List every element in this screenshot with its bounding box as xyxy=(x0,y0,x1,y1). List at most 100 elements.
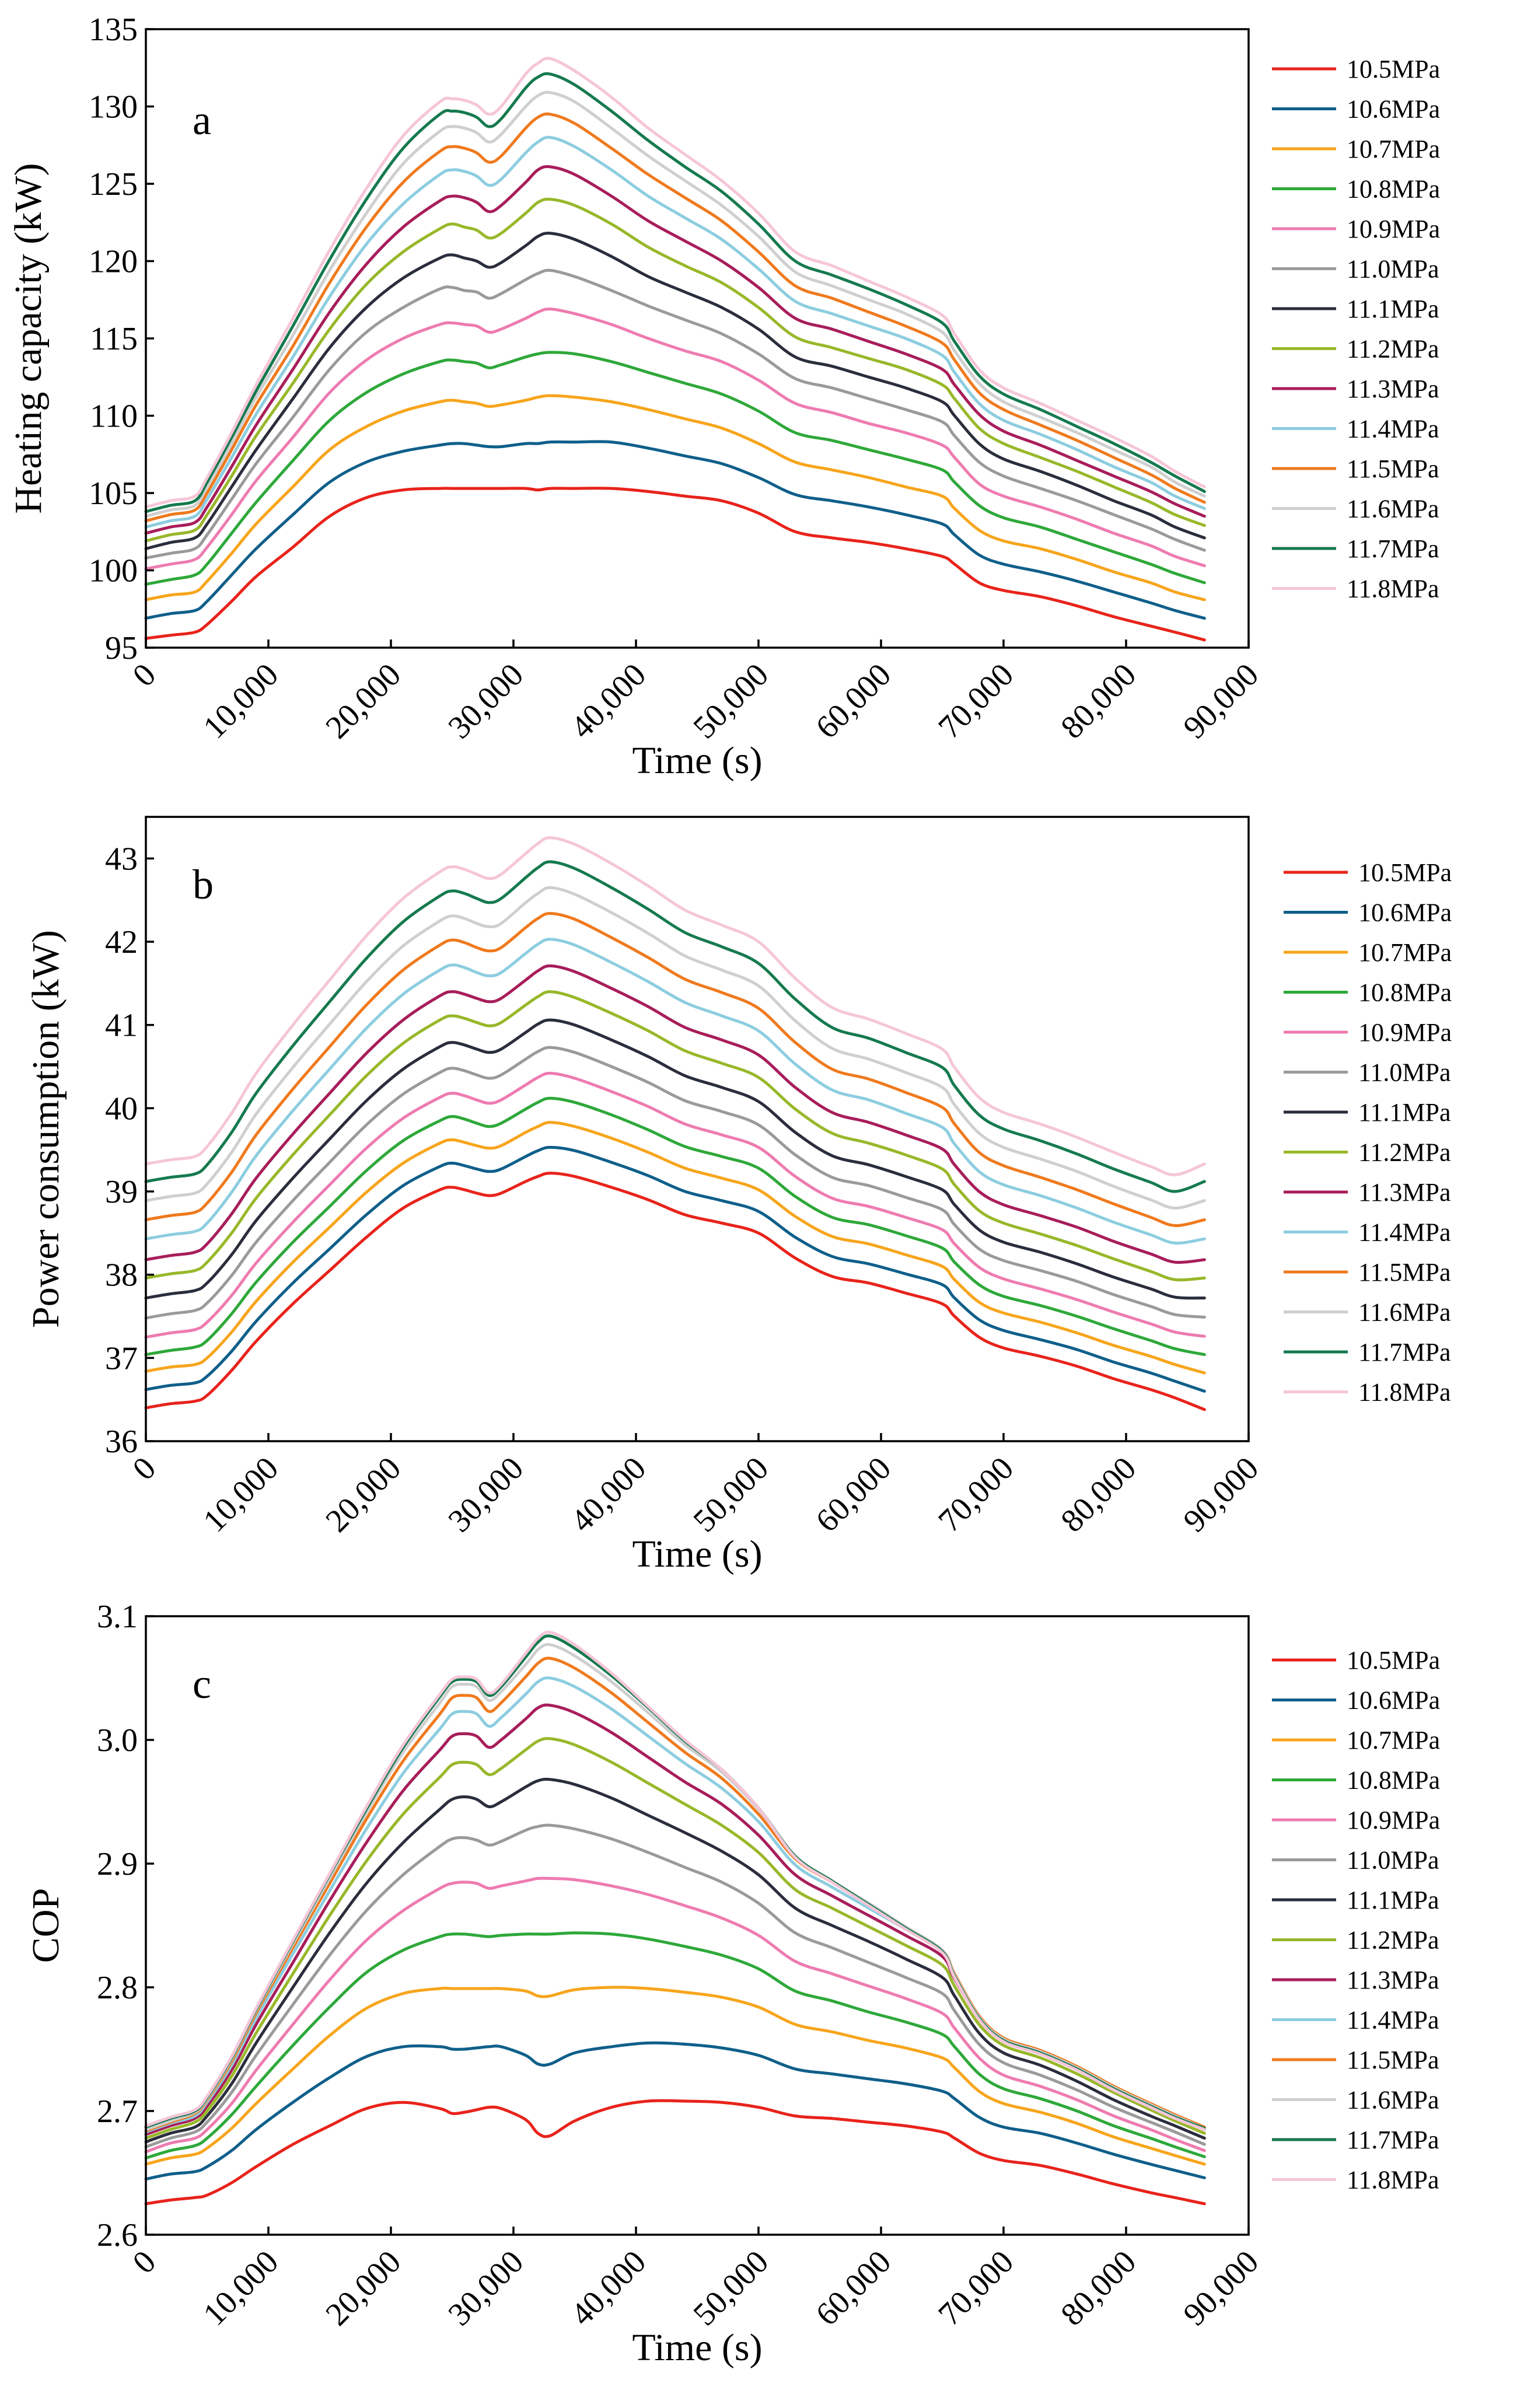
y-tick-label: 2.6 xyxy=(97,2217,138,2253)
x-tick-label: 10,000 xyxy=(196,656,285,746)
series-line-11.2MPa xyxy=(144,990,1206,1282)
x-axis-title: Time (s) xyxy=(632,739,762,782)
legend-label-10.6MPa: 10.6MPa xyxy=(1347,95,1440,124)
series-line-10.9MPa xyxy=(144,307,1206,571)
legend-label-11.3MPa: 11.3MPa xyxy=(1347,1966,1439,1994)
legend-label-11.7MPa: 11.7MPa xyxy=(1347,534,1439,563)
y-tick-label: 42 xyxy=(105,924,138,960)
series-line-11.8MPa xyxy=(144,836,1206,1177)
series-line-11.8MPa xyxy=(144,1630,1206,2131)
series-line-11.3MPa xyxy=(144,964,1206,1264)
x-tick-label: 80,000 xyxy=(1054,2243,1143,2333)
legend-label-11.5MPa: 11.5MPa xyxy=(1358,1258,1451,1287)
legend: 10.5MPa 10.6MPa 10.7MPa 10.8MPa 10.9MPa 11.0M… xyxy=(1284,858,1452,1407)
x-tick-label: 40,000 xyxy=(564,656,653,746)
series-line-11.2MPa xyxy=(144,1737,1206,2140)
legend-label-10.9MPa: 10.9MPa xyxy=(1347,215,1440,243)
x-tick-label: 40,000 xyxy=(564,2243,653,2333)
series-line-10.8MPa xyxy=(144,351,1206,586)
series-line-10.6MPa xyxy=(144,440,1206,620)
y-tick-label: 2.7 xyxy=(97,2094,138,2130)
legend-label-10.8MPa: 10.8MPa xyxy=(1347,1766,1440,1795)
x-tick-label: 70,000 xyxy=(931,2243,1020,2333)
y-tick-label: 130 xyxy=(89,89,138,125)
legend-label-10.8MPa: 10.8MPa xyxy=(1358,978,1452,1007)
y-tick-label: 2.8 xyxy=(97,1970,138,2006)
legend: 10.5MPa 10.6MPa 10.7MPa 10.8MPa 10.9MPa 11.0M… xyxy=(1272,1646,1440,2194)
series-line-11.0MPa xyxy=(144,1046,1206,1320)
x-tick-label: 30,000 xyxy=(441,1450,530,1539)
legend-label-11.3MPa: 11.3MPa xyxy=(1347,375,1439,403)
series-line-10.5MPa xyxy=(144,487,1206,642)
legend-label-11.6MPa: 11.6MPa xyxy=(1347,495,1439,523)
x-tick-label: 70,000 xyxy=(931,656,1020,746)
series-line-11.7MPa xyxy=(144,1634,1206,2130)
x-tick-label: 70,000 xyxy=(931,1450,1020,1539)
legend-label-11.3MPa: 11.3MPa xyxy=(1358,1178,1451,1207)
series-line-10.9MPa xyxy=(144,1071,1206,1339)
legend-label-11.8MPa: 11.8MPa xyxy=(1347,2166,1439,2194)
y-axis-title: Heating capacity (kW) xyxy=(7,163,50,513)
series-line-11.4MPa xyxy=(144,938,1206,1245)
legend-label-10.6MPa: 10.6MPa xyxy=(1358,899,1452,927)
y-tick-label: 135 xyxy=(89,12,138,48)
legend-label-10.7MPa: 10.7MPa xyxy=(1347,135,1440,163)
y-tick-label: 120 xyxy=(89,244,138,280)
series-line-11.1MPa xyxy=(144,1018,1206,1300)
y-tick-label: 100 xyxy=(89,553,138,589)
legend-label-10.5MPa: 10.5MPa xyxy=(1347,1646,1440,1675)
panel-letter: b xyxy=(193,861,214,908)
x-tick-label: 80,000 xyxy=(1054,656,1143,746)
x-tick-label: 10,000 xyxy=(196,1450,285,1539)
y-tick-label: 110 xyxy=(90,399,138,435)
y-tick-label: 36 xyxy=(105,1424,138,1460)
y-tick-label: 95 xyxy=(105,630,138,666)
legend-label-11.4MPa: 11.4MPa xyxy=(1358,1218,1451,1247)
series-line-10.8MPa xyxy=(144,1096,1206,1357)
x-tick-label: 60,000 xyxy=(809,2243,898,2333)
series-line-11.5MPa xyxy=(144,911,1206,1228)
legend-label-11.1MPa: 11.1MPa xyxy=(1347,1886,1439,1914)
legend-label-11.7MPa: 11.7MPa xyxy=(1358,1338,1451,1366)
x-tick-label: 20,000 xyxy=(319,2243,408,2333)
x-tick-label: 20,000 xyxy=(319,1450,408,1539)
legend-label-11.1MPa: 11.1MPa xyxy=(1358,1098,1451,1127)
y-tick-label: 3.1 xyxy=(97,1599,138,1635)
legend-label-10.6MPa: 10.6MPa xyxy=(1347,1686,1440,1715)
series-line-11.0MPa xyxy=(144,1823,1206,2148)
series-lines xyxy=(144,836,1206,1411)
x-tick-label: 40,000 xyxy=(564,1450,653,1539)
y-tick-label: 3.0 xyxy=(97,1722,138,1759)
legend-label-11.4MPa: 11.4MPa xyxy=(1347,2006,1439,2035)
series-line-11.3MPa xyxy=(144,165,1206,535)
x-tick-label: 90,000 xyxy=(1176,1450,1266,1539)
legend-label-10.7MPa: 10.7MPa xyxy=(1347,1726,1440,1755)
series-line-11.0MPa xyxy=(144,268,1206,560)
x-tick-label: 80,000 xyxy=(1054,1450,1143,1539)
legend-label-10.5MPa: 10.5MPa xyxy=(1358,858,1452,887)
series-lines xyxy=(144,57,1206,642)
legend: 10.5MPa 10.6MPa 10.7MPa 10.8MPa 10.9MPa 11.0M… xyxy=(1272,55,1440,603)
legend-label-11.0MPa: 11.0MPa xyxy=(1347,1846,1439,1875)
x-tick-label: 90,000 xyxy=(1176,656,1266,746)
legend-label-11.8MPa: 11.8MPa xyxy=(1347,575,1439,603)
series-line-10.5MPa xyxy=(144,1172,1206,1411)
series-line-11.6MPa xyxy=(144,886,1206,1210)
legend-label-11.4MPa: 11.4MPa xyxy=(1347,415,1439,443)
x-tick-label: 20,000 xyxy=(319,656,408,746)
chart-panel-c: 0 10,000 20,000 30,000 40,000 50,000 60,000 70,… xyxy=(25,1599,1440,2369)
y-tick-label: 2.9 xyxy=(97,1846,138,1882)
series-line-10.8MPa xyxy=(144,1931,1206,2160)
y-tick-label: 38 xyxy=(105,1257,138,1294)
series-line-11.6MPa xyxy=(144,90,1206,518)
legend-label-11.0MPa: 11.0MPa xyxy=(1347,255,1439,284)
y-tick-label: 37 xyxy=(105,1340,138,1376)
series-line-10.7MPa xyxy=(144,1986,1206,2166)
series-line-11.7MPa xyxy=(144,860,1206,1193)
x-tick-label: 50,000 xyxy=(686,1450,775,1539)
series-line-10.9MPa xyxy=(144,1876,1206,2154)
panel-letter: c xyxy=(193,1661,211,1707)
series-line-10.7MPa xyxy=(144,394,1206,602)
series-line-10.5MPa xyxy=(144,2099,1206,2206)
series-line-11.4MPa xyxy=(144,135,1206,529)
